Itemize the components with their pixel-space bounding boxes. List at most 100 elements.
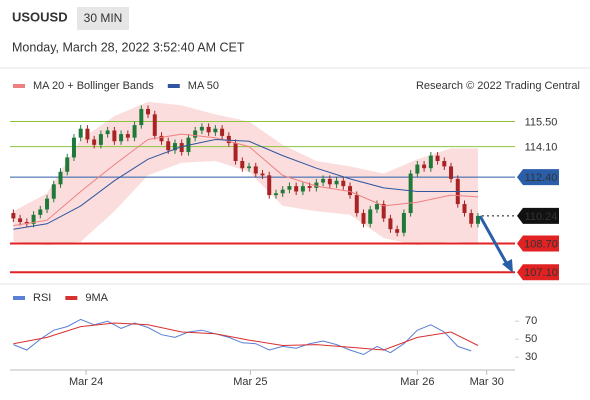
candle-body	[179, 143, 184, 153]
candle-body	[428, 155, 433, 169]
candle-body	[139, 108, 144, 126]
candle-body	[354, 195, 359, 214]
candle-body	[374, 204, 379, 210]
level-label-box	[517, 264, 559, 281]
y-tick-label: 50	[525, 333, 537, 345]
legend-label: 9MA	[85, 292, 108, 304]
timestamp: Monday, March 28, 2022 3:52:40 AM CET	[12, 40, 245, 54]
credit: Research © 2022 Trading Central	[416, 80, 580, 92]
candle-body	[152, 114, 157, 136]
level-label: 115.50	[525, 116, 558, 128]
level-label-box	[517, 207, 559, 224]
candle-body	[260, 173, 265, 176]
x-tick-label: Mar 24	[69, 376, 103, 388]
rsi-panel: RSI 9MA 30 50 70	[13, 292, 537, 363]
legend-label: RSI	[33, 292, 51, 304]
level-label: 107.10	[524, 267, 558, 279]
candle-body	[415, 164, 420, 174]
forecast-arrowhead	[502, 259, 513, 273]
candle-body	[435, 155, 440, 161]
candle-body	[408, 173, 413, 214]
x-tick-label: Mar 26	[400, 376, 434, 388]
candle-body	[280, 189, 285, 194]
candle-body	[105, 130, 110, 135]
level-label: 112.40	[525, 172, 558, 184]
candle-body	[85, 128, 90, 140]
y-tick-label: 70	[525, 315, 537, 327]
candle-body	[368, 209, 373, 224]
candle-body	[38, 209, 43, 215]
candle-body	[71, 137, 76, 158]
candle-body	[314, 182, 319, 188]
candle-body	[442, 161, 447, 167]
candle-body	[388, 218, 393, 230]
candle-body	[125, 134, 130, 138]
x-tick-label: Mar 25	[233, 376, 267, 388]
candle-body	[146, 108, 151, 115]
candle-body	[401, 213, 406, 233]
candle-body	[226, 135, 231, 144]
candle-body	[475, 215, 480, 224]
candle-body	[381, 204, 386, 219]
candle-body	[327, 178, 332, 185]
candle-body	[307, 186, 312, 188]
interval-badge	[77, 7, 129, 30]
candle-body	[51, 184, 56, 199]
candle-body	[462, 204, 467, 214]
candle-body	[206, 126, 211, 133]
y-tick-label: 30	[525, 351, 537, 363]
candle-body	[213, 128, 218, 133]
level-label: 108.70	[524, 238, 558, 250]
candle-body	[119, 134, 124, 142]
candle-body	[240, 161, 245, 169]
forecast-arrow	[478, 215, 510, 267]
candle-body	[361, 213, 366, 224]
legend-swatch	[167, 84, 180, 88]
x-tick-label: Mar 30	[470, 376, 504, 388]
rsi-line	[13, 318, 472, 356]
candle-body	[341, 180, 346, 187]
level-label-box	[517, 169, 559, 186]
candle-body	[273, 193, 278, 196]
candle-body	[92, 139, 97, 145]
candle-body	[24, 222, 29, 224]
candle-body	[294, 186, 299, 192]
candle-body	[31, 214, 36, 224]
ma-line	[13, 138, 478, 230]
rsi-line	[13, 322, 479, 351]
candle-body	[166, 141, 171, 151]
legend-swatch	[65, 296, 78, 300]
candle-body	[45, 198, 50, 210]
candle-body	[334, 180, 339, 185]
candle-body	[112, 130, 117, 142]
candle-body	[321, 178, 326, 183]
candle-body	[253, 166, 258, 174]
candle-body	[287, 186, 292, 190]
candle-body	[449, 166, 454, 179]
candle-body	[395, 229, 400, 233]
candle-body	[193, 130, 198, 138]
candle-body	[220, 128, 225, 136]
level-label: 114.10	[525, 142, 558, 154]
candle-body	[469, 213, 474, 224]
candle-body	[267, 175, 272, 196]
candle-body	[98, 134, 103, 145]
interval: 30 MIN	[84, 11, 123, 25]
level-label: 110.24	[525, 211, 558, 223]
candle-body	[348, 186, 353, 196]
legend-swatch	[13, 296, 25, 300]
legend-label: MA 50	[188, 80, 219, 92]
candle-body	[11, 213, 16, 219]
candle-body	[58, 171, 63, 185]
candle-body	[18, 218, 23, 222]
price-panel: MA 20 + Bollinger Bands MA 50 115.50 114.10…	[10, 80, 559, 281]
candle-body	[233, 143, 238, 161]
candle-body	[172, 143, 177, 151]
candle-body	[65, 157, 70, 172]
candle-body	[199, 126, 204, 131]
candle-body	[300, 186, 305, 192]
ma-line	[13, 133, 479, 227]
symbol: USOUSD	[12, 9, 68, 24]
candle-body	[78, 128, 83, 138]
